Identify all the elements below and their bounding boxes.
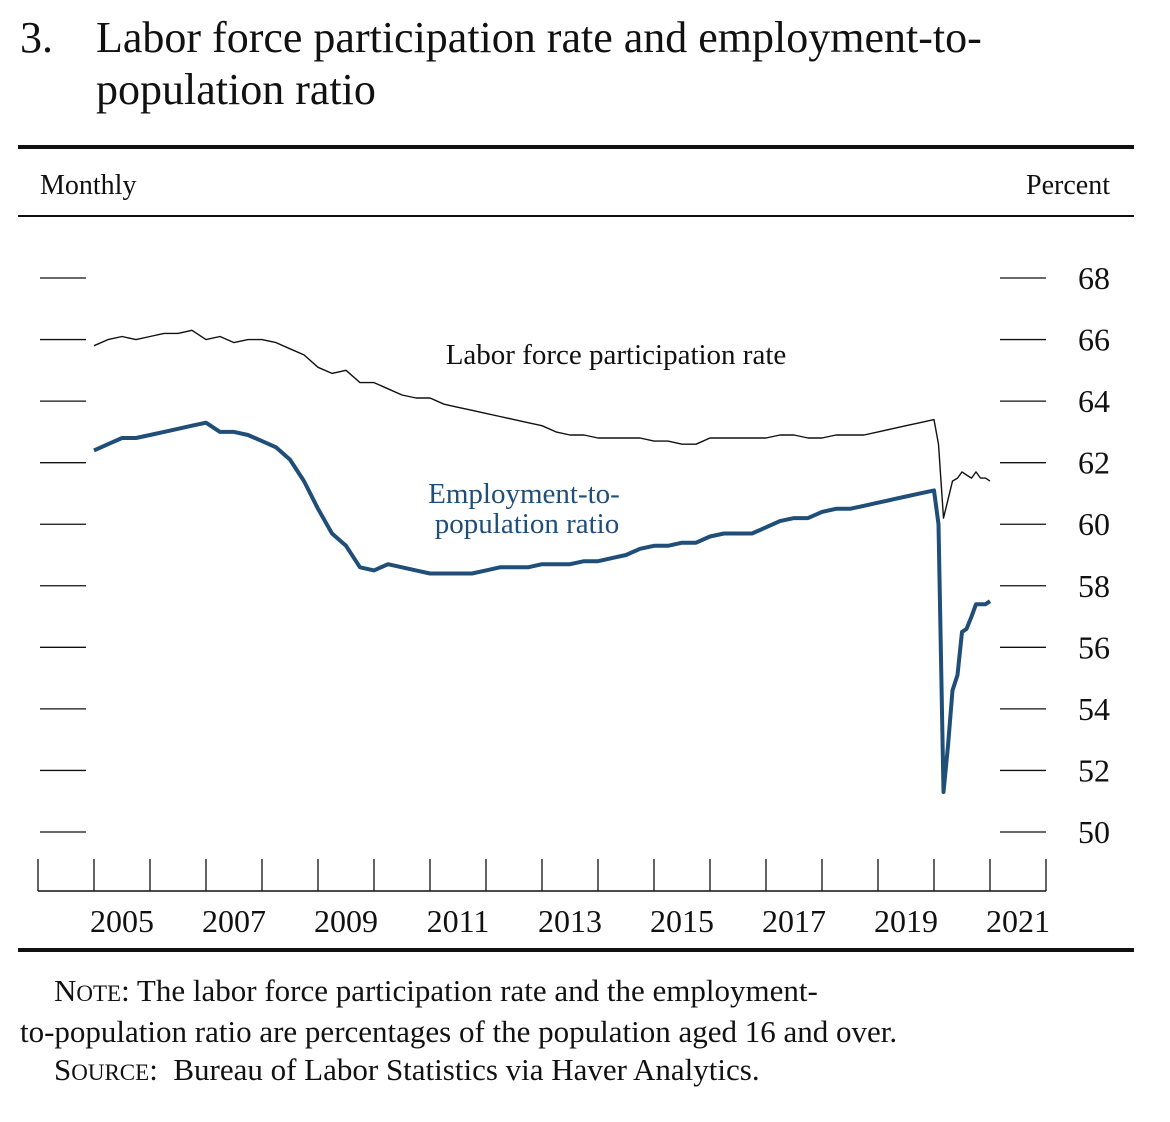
unit-label: Percent [1026, 170, 1110, 201]
y-tick-label: 62 [1078, 445, 1110, 481]
y-tick-label: 56 [1078, 629, 1110, 665]
y-tick-label: 52 [1078, 752, 1110, 788]
y-tick-label: 66 [1078, 322, 1110, 358]
y-tick-label: 68 [1078, 260, 1110, 296]
header-rule [18, 215, 1134, 217]
x-tick-label: 2009 [314, 903, 378, 939]
figure-title-text: Labor force participation rate and emplo… [96, 13, 982, 114]
figure-number: 3. [20, 13, 53, 62]
figure-title: Labor force participation rate and emplo… [96, 12, 1096, 116]
x-tick-label: 2017 [762, 903, 826, 939]
x-tick-label: 2007 [202, 903, 266, 939]
series-label: population ratio [435, 508, 619, 540]
x-tick-label: 2013 [538, 903, 602, 939]
series-label: Employment-to- [428, 478, 620, 510]
note-text: The labor force participation rate and t… [136, 973, 818, 1008]
note-label: NOTE [54, 973, 122, 1008]
frequency-label: Monthly [40, 170, 137, 201]
note-line-2: to-population ratio are percentages of t… [20, 1014, 898, 1049]
source-line: SOURCE: Bureau of Labor Statistics via H… [54, 1052, 760, 1087]
source-text: Bureau of Labor Statistics via Haver Ana… [173, 1052, 760, 1087]
source-label: SOURCE [54, 1052, 150, 1087]
participation-rate-line [93, 329, 991, 519]
x-tick-label: 2005 [90, 903, 154, 939]
bottom-rule [18, 948, 1134, 952]
x-tick-label: 2019 [874, 903, 938, 939]
y-tick-label: 54 [1078, 691, 1110, 727]
x-tick-label: 2015 [650, 903, 714, 939]
x-tick-label: 2021 [986, 903, 1050, 939]
note-block: NOTE: The labor force participation rate… [20, 972, 1132, 1092]
series-label: Labor force participation rate [446, 339, 787, 371]
y-tick-label: 60 [1078, 506, 1110, 542]
employment-ratio-line [93, 420, 992, 794]
y-tick-label: 64 [1078, 383, 1110, 419]
y-tick-label: 50 [1078, 814, 1110, 850]
note-line: NOTE: The labor force participation rate… [54, 973, 818, 1008]
x-tick-label: 2011 [427, 903, 490, 939]
top-rule [18, 145, 1134, 149]
y-tick-label: 58 [1078, 568, 1110, 604]
line-chart: 68 66 64 62 60 58 56 54 52 50 2005 2007 2009 2011 2013… [37, 260, 1110, 939]
